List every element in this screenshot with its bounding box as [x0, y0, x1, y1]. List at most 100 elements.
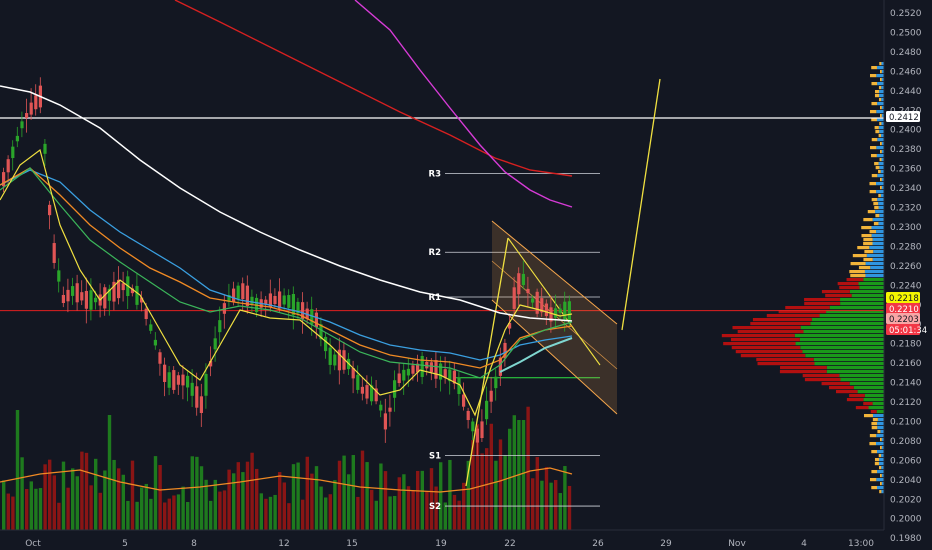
volume-profile-bar-sell: [871, 102, 878, 106]
channel-upper-line: [491, 220, 618, 325]
volume-profile-bar-buy: [877, 138, 884, 142]
volume-bar: [443, 502, 447, 530]
volume-profile-bar-buy: [849, 290, 884, 294]
price-tick-label: 0.2300: [890, 223, 922, 233]
volume-bar: [80, 451, 84, 530]
candle-body: [172, 370, 176, 390]
candle-body: [397, 373, 401, 384]
volume-profile-bar-sell: [869, 182, 877, 186]
volume-profile-bar-sell: [874, 90, 880, 94]
correction-line: [507, 237, 601, 366]
volume-bar: [204, 479, 208, 530]
volume-profile-bar-sell: [723, 342, 796, 346]
ma-yellow-line: [0, 148, 573, 417]
volume-bar: [508, 428, 512, 530]
volume-bar: [301, 499, 305, 530]
volume-bar: [406, 486, 411, 530]
volume-bar: [531, 478, 535, 530]
volume-profile-bar-buy: [878, 462, 884, 466]
volume-bar: [199, 466, 204, 530]
volume-profile-bar-sell: [846, 278, 864, 282]
volume-profile-bar-buy: [881, 438, 884, 442]
volume-profile-bar-sell: [878, 194, 881, 198]
price-tick-label: 0.2260: [890, 262, 922, 272]
candle-body: [567, 301, 571, 322]
candle-body: [466, 410, 470, 421]
volume-profile-bar-sell: [880, 178, 882, 182]
volume-bar: [158, 465, 162, 530]
candle-body: [29, 102, 33, 115]
volume-profile-bar-buy: [881, 62, 884, 66]
candle-body: [241, 283, 245, 300]
volume-profile-bar-sell: [878, 134, 882, 138]
candle-body: [181, 374, 185, 386]
volume-bar: [328, 494, 332, 530]
volume-bar: [388, 496, 392, 530]
volume-bar: [485, 448, 489, 530]
candle-body: [356, 374, 360, 390]
volume-profile-bar-sell: [880, 142, 882, 146]
candle-body: [448, 369, 452, 382]
volume-profile-bar-buy: [878, 202, 884, 206]
volume-bars: [2, 406, 572, 530]
volume-profile-bar-buy: [826, 366, 884, 370]
volume-profile-bar-buy: [826, 310, 884, 314]
volume-profile-bar-sell: [873, 222, 879, 226]
volume-bar: [471, 440, 475, 530]
pivot-label-s1: S1: [429, 451, 441, 461]
candle-body: [328, 347, 332, 365]
volume-profile-bar-sell: [880, 438, 882, 442]
candle-body: [268, 293, 272, 308]
candle-body: [337, 349, 341, 371]
candle-body: [434, 360, 438, 379]
volume-bar: [121, 474, 125, 530]
candle-body: [342, 350, 346, 370]
volume-profile-bar-sell: [874, 162, 879, 166]
volume-profile-bar-sell: [756, 358, 814, 362]
volume-profile-bar-sell: [873, 202, 879, 206]
volume-bar: [94, 458, 98, 530]
volume-bar: [140, 487, 144, 530]
price-tick-label: 0.2340: [890, 184, 922, 194]
volume-bar: [107, 415, 112, 530]
candle-body: [163, 364, 167, 382]
candle-body: [383, 413, 387, 430]
volume-profile-bar-sell: [802, 374, 840, 378]
volume-profile-bar-sell: [825, 294, 852, 298]
time-axis[interactable]: Oct 5 8 12 15 19 22 26 29 Nov 4 13:00: [25, 539, 874, 549]
volume-bar: [43, 464, 47, 530]
volume-bar: [241, 472, 245, 530]
volume-profile-bar-buy: [881, 122, 884, 126]
candle-body: [489, 390, 493, 402]
candle-body: [273, 295, 277, 305]
volume-profile-bar-sell: [870, 154, 877, 158]
volume-bar: [498, 439, 503, 530]
volume-profile-bar-buy: [813, 358, 884, 362]
volume-profile-bar-buy: [840, 298, 884, 302]
volume-profile-bar-sell: [869, 190, 877, 194]
volume-bar: [305, 456, 309, 530]
candle-body: [301, 302, 305, 320]
volume-profile-bar-sell: [804, 302, 841, 306]
candle-body: [526, 288, 530, 294]
volume-profile-bar-buy: [880, 170, 884, 174]
candle-body: [15, 135, 19, 142]
volume-bar: [526, 406, 530, 530]
volume-bar: [227, 469, 231, 530]
volume-profile-bar-buy: [865, 274, 884, 278]
volume-profile-bar-sell: [869, 230, 877, 234]
candle-body: [379, 404, 383, 411]
rally-trend-line: [465, 237, 509, 487]
volume-bar: [71, 468, 75, 530]
candle-body: [6, 159, 10, 173]
volume-bar: [209, 500, 213, 530]
volume-profile-bar-sell: [880, 150, 882, 154]
volume-profile-bar-buy: [881, 98, 884, 102]
volume-bar: [153, 456, 158, 530]
volume-profile-bar-sell: [835, 390, 858, 394]
price-tick-label: 0.2020: [890, 495, 922, 505]
volume-bar: [149, 498, 153, 530]
candle-body: [365, 385, 369, 399]
volume-profile-bar-buy: [876, 118, 884, 122]
